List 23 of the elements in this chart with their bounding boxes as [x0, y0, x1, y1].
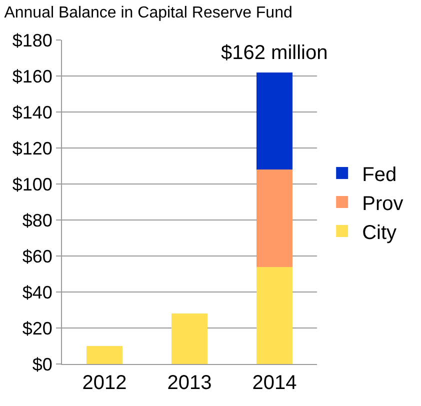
- legend-label: City: [362, 222, 397, 244]
- bar: [256, 170, 292, 267]
- y-tick-label: $180: [12, 30, 52, 50]
- x-tick-label: 2013: [167, 372, 212, 394]
- chart-title: Annual Balance in Capital Reserve Fund: [4, 4, 292, 22]
- x-tick-label: 2012: [82, 372, 127, 394]
- legend-label: Prov: [362, 192, 404, 215]
- legend-label: Fed: [362, 164, 397, 186]
- y-tick-label: $20: [22, 318, 52, 338]
- y-tick-label: $40: [22, 282, 52, 302]
- bar: [256, 72, 292, 170]
- y-tick-label: $160: [12, 66, 52, 86]
- bar: [256, 266, 292, 364]
- annotation: $162 million: [221, 42, 328, 64]
- y-tick-label: $80: [22, 210, 52, 230]
- bar: [86, 346, 122, 364]
- y-tick-label: $120: [12, 138, 52, 158]
- bar: [172, 314, 208, 364]
- y-tick-label: $0: [32, 354, 52, 374]
- x-tick-label: 2014: [252, 372, 297, 394]
- y-tick-label: $140: [12, 102, 52, 122]
- y-tick-label: $60: [22, 246, 52, 266]
- y-tick-label: $100: [12, 174, 52, 194]
